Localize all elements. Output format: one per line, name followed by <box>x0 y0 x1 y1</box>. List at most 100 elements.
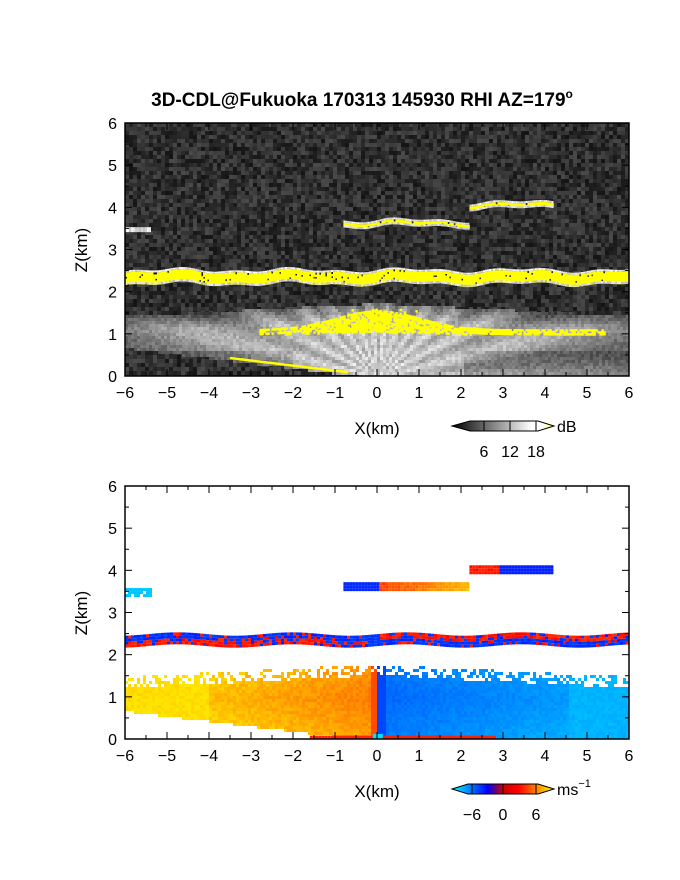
intensity-cell <box>549 247 553 251</box>
intensity-cell <box>565 191 569 195</box>
intensity-cell <box>425 159 429 163</box>
intensity-cell <box>549 179 553 183</box>
intensity-cell <box>605 151 609 155</box>
intensity-cell <box>257 259 261 263</box>
intensity-cell <box>281 147 285 151</box>
intensity-cell <box>525 131 529 135</box>
intensity-cell <box>125 143 129 147</box>
intensity-cell <box>149 183 153 187</box>
intensity-cell <box>293 207 297 211</box>
intensity-cell <box>441 259 445 263</box>
intensity-cell <box>125 123 129 127</box>
intensity-cell <box>453 243 457 247</box>
intensity-cell <box>513 183 517 187</box>
intensity-cell <box>141 255 145 259</box>
intensity-cell <box>565 235 569 239</box>
intensity-cell <box>417 235 421 239</box>
intensity-cell <box>445 247 449 251</box>
intensity-cell <box>609 215 613 219</box>
intensity-cell <box>245 255 249 259</box>
intensity-cell <box>581 195 585 199</box>
intensity-cell <box>137 215 141 219</box>
intensity-cell <box>601 123 605 127</box>
intensity-cell <box>209 135 213 139</box>
intensity-cell <box>297 207 301 211</box>
intensity-cell <box>373 203 377 207</box>
intensity-cell <box>573 155 577 159</box>
intensity-cell <box>213 263 217 267</box>
intensity-cell <box>373 139 377 143</box>
intensity-cell <box>269 267 273 271</box>
intensity-cell <box>581 171 585 175</box>
intensity-cell <box>401 235 405 239</box>
intensity-cell <box>517 235 521 239</box>
intensity-cell <box>321 139 325 143</box>
intensity-cell <box>473 159 477 163</box>
intensity-cell <box>289 263 293 267</box>
intensity-cell <box>509 147 513 151</box>
intensity-cell <box>341 195 345 199</box>
intensity-cell <box>617 131 621 135</box>
intensity-cell <box>429 263 433 267</box>
intensity-cell <box>373 147 377 151</box>
intensity-cell <box>425 263 429 267</box>
intensity-cell <box>221 239 225 243</box>
intensity-cell <box>517 247 521 251</box>
intensity-cell <box>425 143 429 147</box>
intensity-cell <box>277 167 281 171</box>
intensity-cell <box>377 263 381 267</box>
intensity-cell <box>325 139 329 143</box>
intensity-cell <box>445 139 449 143</box>
intensity-cell <box>209 211 213 215</box>
intensity-cell <box>397 215 401 219</box>
intensity-cell <box>145 211 149 215</box>
intensity-cell <box>149 267 153 271</box>
intensity-cell <box>473 255 477 259</box>
intensity-cell <box>297 127 301 131</box>
intensity-cell <box>377 147 381 151</box>
intensity-cell <box>261 151 265 155</box>
intensity-cell <box>557 195 561 199</box>
intensity-cell <box>133 143 137 147</box>
intensity-cell <box>513 175 517 179</box>
intensity-cell <box>333 167 337 171</box>
intensity-cell <box>537 235 541 239</box>
intensity-cell <box>273 215 277 219</box>
intensity-cell <box>249 219 253 223</box>
intensity-cell <box>553 187 557 191</box>
intensity-cell <box>305 147 309 151</box>
intensity-cell <box>269 175 273 179</box>
intensity-cell <box>177 175 181 179</box>
intensity-cell <box>449 211 453 215</box>
intensity-cell <box>361 123 365 127</box>
intensity-cell <box>313 235 317 239</box>
intensity-cell <box>365 235 369 239</box>
intensity-cell <box>289 123 293 127</box>
intensity-cell <box>609 203 613 207</box>
intensity-cell <box>329 163 333 167</box>
intensity-cell <box>533 251 537 255</box>
intensity-cell <box>573 171 577 175</box>
intensity-cell <box>577 227 581 231</box>
intensity-cell <box>337 151 341 155</box>
intensity-cell <box>405 243 409 247</box>
intensity-cell <box>505 251 509 255</box>
intensity-cell <box>617 259 621 263</box>
intensity-cell <box>517 263 521 267</box>
intensity-cell <box>261 251 265 255</box>
intensity-cell <box>553 247 557 251</box>
intensity-cell <box>281 175 285 179</box>
intensity-cell <box>333 219 337 223</box>
intensity-cell <box>597 187 601 191</box>
intensity-cell <box>225 255 229 259</box>
intensity-cell <box>345 263 349 267</box>
intensity-cell <box>257 191 261 195</box>
intensity-cell <box>345 235 349 239</box>
intensity-cell <box>309 127 313 131</box>
intensity-cell <box>205 267 209 271</box>
intensity-cell <box>177 211 181 215</box>
intensity-cell <box>541 187 545 191</box>
intensity-cell <box>333 179 337 183</box>
intensity-cell <box>225 235 229 239</box>
intensity-cell <box>329 123 333 127</box>
